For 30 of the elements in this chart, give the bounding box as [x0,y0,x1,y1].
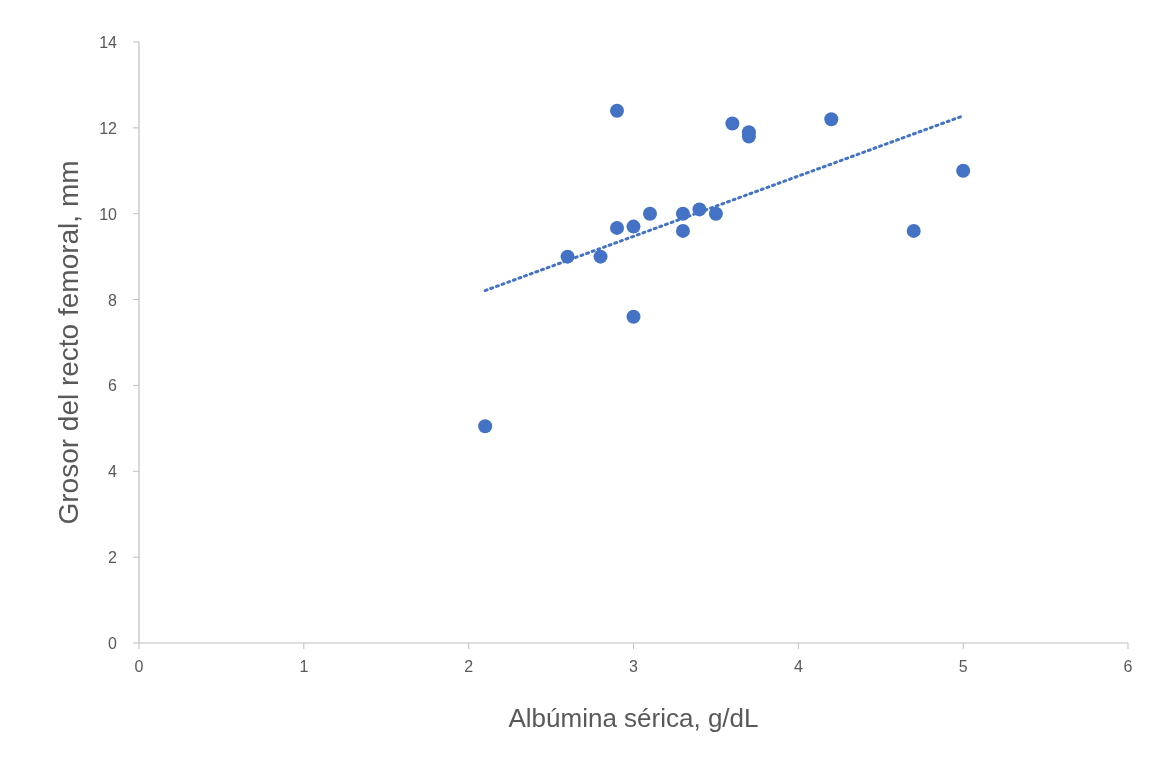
point [824,112,839,127]
point [593,249,608,264]
x-tick-label: 6 [1123,658,1133,675]
y-axis-title: Grosor del recto femoral, mm [53,160,84,525]
point [725,116,740,131]
y-tick-label: 0 [108,635,118,652]
x-tick-label: 4 [793,658,803,675]
y-tick-label: 12 [99,119,118,137]
x-tick-label: 1 [299,658,309,675]
point [610,220,625,235]
point [675,223,690,238]
y-tick-label: 10 [99,205,118,223]
point [626,219,641,234]
point [708,206,723,221]
y-tick-label: 14 [99,34,118,51]
x-tick-label: 5 [958,658,968,675]
y-tick-label: 4 [108,463,118,481]
x-tick-label: 3 [629,658,639,675]
x-tick-label: 0 [134,658,144,675]
y-tick-label: 8 [108,291,118,309]
point [956,163,971,178]
y-tick-label: 2 [108,549,118,567]
point [610,103,625,118]
x-tick-label: 2 [464,658,474,675]
point [626,309,641,324]
y-tick-label: 6 [108,377,118,395]
x-axis-title: Albúmina sérica, g/dL [508,703,759,733]
point [478,419,493,434]
point [642,206,657,221]
point [906,223,921,238]
